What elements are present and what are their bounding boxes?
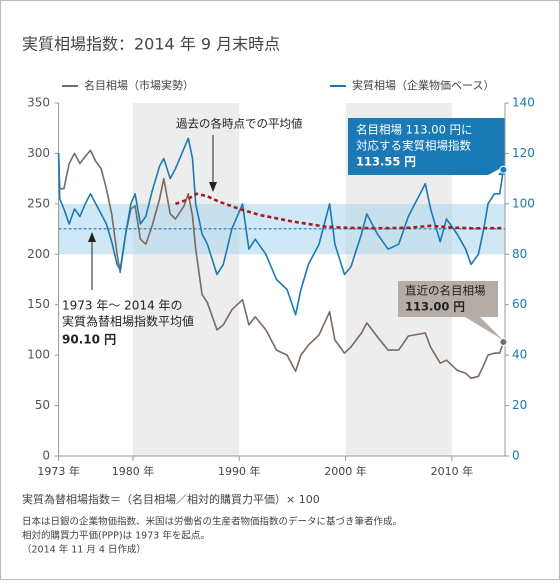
callout-box — [348, 118, 505, 175]
x-tick-label: 2000 年 — [324, 464, 367, 478]
note: 実質為替相場指数＝（名目相場／相対的購買力平価）× 100 — [22, 492, 320, 506]
legend-label: 実質相場（企業物価ベース） — [352, 78, 494, 92]
y2-tick-label: 20 — [512, 398, 527, 412]
y-tick-label: 0 — [42, 449, 50, 463]
chart-title: 実質相場指数：2014 年 9 月末時点 — [22, 35, 280, 54]
y-tick-label: 200 — [27, 247, 50, 261]
y2-tick-label: 0 — [512, 449, 520, 463]
annotation: 1973 年～ 2014 年の — [62, 299, 183, 313]
y2-tick-label: 80 — [512, 247, 527, 261]
series-line — [57, 137, 505, 316]
callout-text: 113.00 円 — [405, 300, 465, 314]
callout-text: 113.55 円 — [356, 155, 416, 169]
arrow-head — [209, 182, 217, 192]
y2-tick-label: 40 — [512, 348, 527, 362]
y-tick-label: 250 — [27, 196, 50, 210]
note: 日本は日銀の企業物価指数、米国は労働省の生産者物価指数のデータに基づき筆者作成。 — [22, 516, 402, 528]
callout-text: 名目相場 113.00 円に — [356, 123, 473, 137]
y2-tick-label: 100 — [512, 196, 535, 210]
x-tick-label: 1980 年 — [112, 464, 155, 478]
y-tick-label: 150 — [27, 297, 50, 311]
annotation-value: 90.10 円 — [62, 333, 116, 347]
y-tick-label: 300 — [27, 146, 50, 160]
y-tick-label: 350 — [27, 96, 50, 110]
x-tick-label: 1973 年 — [37, 464, 80, 478]
callout-text: 直近の名目相場 — [405, 284, 486, 298]
callout-text: 対応する実質相場指数 — [356, 139, 471, 153]
annotation: 過去の各時点での平均値 — [176, 117, 303, 131]
y-tick-label: 50 — [35, 398, 50, 412]
moving-average-line — [175, 192, 504, 230]
annotation: 実質為替相場指数平均値 — [62, 314, 194, 329]
y2-tick-label: 140 — [512, 96, 535, 110]
note: 相対的購買力平価(PPP)は 1973 年を起点。 — [22, 530, 210, 542]
y-tick-label: 100 — [27, 348, 50, 362]
end-point — [499, 338, 508, 347]
x-tick-label: 1990 年 — [218, 464, 261, 478]
series-line — [57, 149, 505, 380]
arrow-head — [88, 232, 96, 242]
legend-label: 名目相場（市場実勢） — [84, 78, 194, 92]
x-tick-label: 2010 年 — [431, 464, 474, 478]
y2-tick-label: 120 — [512, 146, 535, 160]
note: （2014 年 11 月 4 日作成） — [22, 544, 146, 556]
callout-box — [398, 281, 503, 340]
y2-tick-label: 60 — [512, 297, 527, 311]
decade-shade — [133, 103, 240, 456]
end-point — [499, 165, 508, 174]
